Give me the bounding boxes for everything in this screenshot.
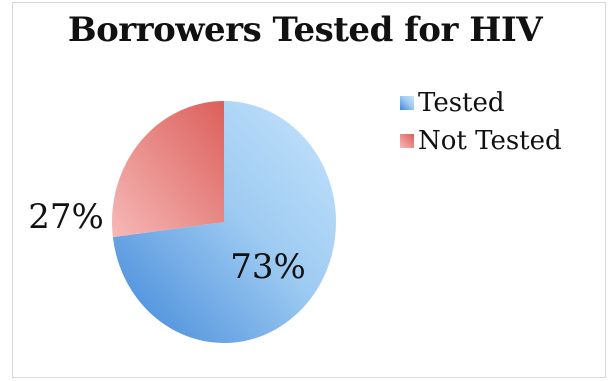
legend-label: Not Tested [418, 126, 562, 156]
pie-slice-not-tested [112, 101, 224, 238]
legend-label: Tested [418, 88, 505, 118]
legend-swatch [400, 96, 414, 110]
pie-slice-tested [112, 101, 337, 343]
slice-value-label: 73% [230, 247, 306, 287]
chart-title: Borrowers Tested for HIV [67, 10, 543, 50]
legend-swatch [400, 134, 414, 148]
slice-value-label: 27% [28, 197, 104, 237]
